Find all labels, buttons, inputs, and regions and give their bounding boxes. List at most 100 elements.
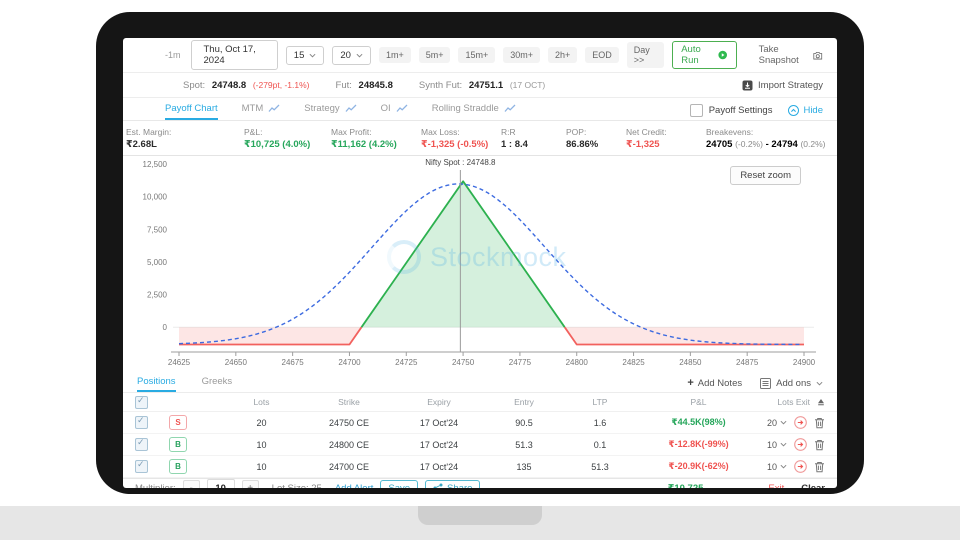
step-day-button[interactable]: Day >> [626,42,665,68]
step-30m-button[interactable]: 30m+ [503,47,540,63]
tab-positions[interactable]: Positions [137,376,176,392]
line-chart-icon [345,104,357,112]
cell-pnl: ₹-12.8K(-99%) [668,439,729,449]
cell-pnl: ₹44.5K(98%) [671,417,726,427]
reset-zoom-button[interactable]: Reset zoom [730,166,801,185]
row-checkbox[interactable] [135,459,148,473]
plus-icon [687,377,693,389]
svg-text:24675: 24675 [282,358,305,367]
stat-breakevens: Breakevens: 24705 (-0.2%) - 24794 (0.2%) [706,126,826,150]
laptop-base [0,506,960,540]
cell-expiry: 17 Oct'24 [419,417,459,428]
col-pnl: P&L [690,397,707,407]
tab-strategy[interactable]: Strategy [304,103,357,120]
strategy-stats-strip: Est. Margin: ₹2.68L P&L: ₹10,725 (4.0%) … [123,121,837,156]
delete-icon[interactable] [814,461,825,473]
laptop-hinge-notch [418,506,542,525]
line-chart-icon [504,104,516,112]
svg-text:0: 0 [163,323,168,332]
side-badge[interactable]: S [169,415,187,430]
interval-select-15[interactable]: 15 [285,45,325,65]
side-badge[interactable]: B [169,437,187,452]
cell-entry: 90.5 [515,417,533,428]
step-1m-button[interactable]: 1m+ [378,47,411,63]
col-entry: Entry [514,397,534,407]
tab-oi[interactable]: OI [381,103,408,120]
interval-select-20[interactable]: 20 [332,45,371,65]
save-button[interactable]: Save [380,479,419,488]
delete-icon[interactable] [814,439,825,451]
row-checkbox[interactable] [135,437,148,451]
exit-all-button[interactable]: Exit [768,482,785,489]
exit-lots-dropdown[interactable]: 10 [767,462,787,472]
delete-icon[interactable] [814,417,825,429]
svg-text:10,000: 10,000 [143,193,168,202]
svg-text:24650: 24650 [225,358,248,367]
line-chart-icon [268,104,280,112]
step-2h-button[interactable]: 2h+ [548,47,578,63]
cell-expiry: 17 Oct'24 [419,439,459,450]
quote-bar: Spot: 24748.8 (-279pt, -1.1%) Fut: 24845… [123,73,837,98]
exit-position-icon[interactable] [794,416,807,429]
payoff-settings-toggle[interactable]: Payoff Settings [689,104,772,117]
cell-ltp: 0.1 [593,439,607,450]
side-badge[interactable]: B [169,459,187,474]
grid-list-icon [760,377,772,389]
svg-text:24900: 24900 [793,358,816,367]
col-expiry: Expiry [427,397,451,407]
take-snapshot-button[interactable]: Take Snapshot [759,44,823,66]
add-ons-menu[interactable]: Add ons [760,377,823,389]
tab-payoff-chart[interactable]: Payoff Chart [165,103,218,120]
multiplier-decrease-button[interactable]: - [182,479,200,488]
chevron-down-icon [816,381,823,386]
clear-button[interactable]: Clear [801,482,825,489]
import-strategy-button[interactable]: Import Strategy [742,80,823,91]
camera-icon [813,51,823,59]
cell-lots: 10 [256,461,267,472]
synth-fut-value: 24751.1 [468,79,504,91]
multiplier-value[interactable]: 10 [206,479,235,488]
cell-ltp: 51.3 [591,461,609,472]
svg-text:12,500: 12,500 [143,160,168,169]
exit-position-icon[interactable] [794,460,807,473]
multiplier-increase-button[interactable]: + [241,479,259,488]
stat-max-profit: Max Profit: ₹11,162 (4.2%) [331,126,397,150]
stat-max-loss: Max Loss: ₹-1,325 (-0.5%) [421,126,489,150]
position-row: S 20 24750 CE 17 Oct'24 90.5 1.6 ₹44.5K(… [123,412,837,434]
share-icon [433,483,443,488]
add-alert-button[interactable]: Add Alert [334,482,374,489]
tab-rolling-straddle[interactable]: Rolling Straddle [432,103,516,120]
svg-text:24725: 24725 [395,358,418,367]
chevron-down-icon [309,53,316,58]
payoff-chart[interactable]: Nifty Spot : 24748.8 24625 24650 24675 24700… [123,156,837,372]
exit-lots-dropdown[interactable]: 20 [767,418,787,428]
step-5m-button[interactable]: 5m+ [418,47,451,63]
exit-lots-dropdown[interactable]: 10 [767,440,787,450]
hide-button[interactable]: Hide [788,105,823,116]
total-pnl-value: ₹10,725 [667,482,704,489]
row-checkbox[interactable] [135,415,148,429]
exit-position-icon[interactable] [794,438,807,451]
lot-size-label: Lot Size: 25 [271,482,322,489]
positions-table-header: Lots Strike Expiry Entry LTP P&L Lots Ex… [123,393,837,412]
tab-mtm[interactable]: MTM [242,103,281,120]
step-15m-button[interactable]: 15m+ [458,47,496,63]
select-all-checkbox[interactable] [135,395,148,409]
positions-tab-bar: Positions Greeks Add Notes Add ons [123,372,837,393]
date-picker[interactable]: Thu, Oct 17, 2024 [190,40,278,70]
step-eod-button[interactable]: EOD [585,47,619,63]
svg-text:24625: 24625 [168,358,191,367]
stat-pop: POP: 86.86% [566,126,599,150]
tab-greeks[interactable]: Greeks [201,376,233,387]
svg-text:7,500: 7,500 [147,225,168,234]
add-notes-button[interactable]: Add Notes [687,377,742,389]
sort-icon[interactable] [817,398,825,406]
synth-fut-quote: Synth Fut: 24751.1 (17 OCT) [418,79,546,91]
auto-run-button[interactable]: Auto Run [672,41,737,69]
svg-text:24750: 24750 [452,358,475,367]
cell-entry: 135 [516,461,532,472]
payoff-settings-checkbox[interactable] [689,104,703,117]
chevron-down-icon [780,442,787,447]
share-button[interactable]: Share [425,479,481,488]
